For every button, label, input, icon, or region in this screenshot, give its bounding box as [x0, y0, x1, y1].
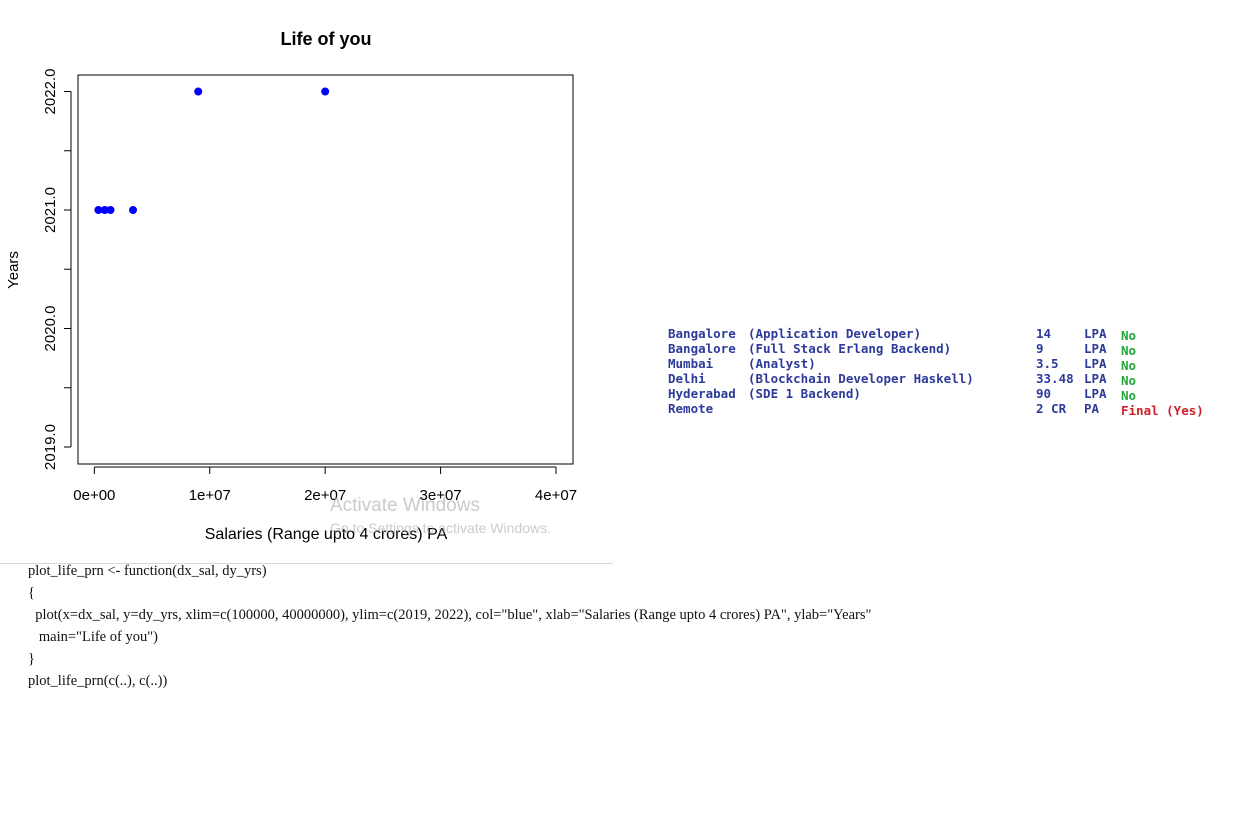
job-unit: LPA [1084, 386, 1107, 401]
code-line: plot_life_prn(c(..), c(..)) [28, 673, 168, 689]
code-line: plot_life_prn <- function(dx_sal, dy_yrs… [28, 563, 267, 579]
job-amount: 14 [1036, 326, 1052, 341]
plot-frame [77, 74, 574, 465]
job-role: (SDE 1 Backend) [748, 386, 861, 401]
y-tick-label: 2020.0 [42, 306, 59, 352]
data-point [321, 87, 330, 96]
job-status: Final (Yes) [1121, 403, 1204, 418]
job-city: Bangalore [668, 341, 736, 356]
data-point [194, 87, 203, 96]
x-axis-label: Salaries (Range upto 4 crores) PA [205, 526, 448, 543]
code-line: { [28, 585, 35, 601]
data-points [94, 87, 330, 214]
data-point [106, 206, 115, 214]
job-status: No [1121, 373, 1137, 388]
x-tick-label: 2e+07 [304, 487, 346, 504]
x-tick-label: 1e+07 [189, 487, 231, 504]
y-tick-label: 2019.0 [42, 424, 59, 470]
job-status: No [1121, 358, 1137, 373]
x-tick-label: 3e+07 [420, 487, 462, 504]
plot-divider [0, 563, 613, 564]
job-unit: PA [1084, 401, 1100, 416]
y-tick-label: 2022.0 [42, 69, 59, 115]
job-unit: LPA [1084, 371, 1107, 386]
activate-windows-title: Activate Windows [330, 495, 480, 516]
chart-title: Life of you [281, 29, 372, 49]
job-amount: 90 [1036, 386, 1052, 401]
job-status: No [1121, 343, 1137, 358]
job-unit: LPA [1084, 341, 1107, 356]
job-role: (Application Developer) [748, 326, 922, 341]
job-city: Hyderabad [668, 386, 736, 401]
x-tick-label: 0e+00 [73, 487, 115, 504]
code-line: } [28, 651, 35, 667]
code-line: main="Life of you") [28, 629, 158, 645]
x-tick-label: 4e+07 [535, 487, 577, 504]
job-amount: 2 CR [1036, 401, 1067, 416]
scatter-plot: Life of you 0e+00 1e+07 2e+07 3e+07 4e+07 20… [5, 29, 577, 543]
y-axis: 2019.0 2020.0 2021.0 2022.0 [42, 69, 72, 470]
x-axis: 0e+00 1e+07 2e+07 3e+07 4e+07 [73, 466, 577, 504]
data-point [129, 206, 138, 214]
job-amount: 33.48 [1036, 371, 1074, 386]
job-status: No [1121, 328, 1137, 343]
job-role: (Blockchain Developer Haskell) [748, 371, 974, 386]
r-code-block: plot_life_prn <- function(dx_sal, dy_yrs… [28, 560, 871, 692]
job-city: Remote [668, 401, 714, 416]
job-amount: 9 [1036, 341, 1044, 356]
job-unit: LPA [1084, 326, 1107, 341]
y-axis-label: Years [5, 251, 22, 289]
job-unit: LPA [1084, 356, 1107, 371]
activate-windows-subtitle: Go to Settings to activate Windows. [330, 520, 551, 536]
job-city: Bangalore [668, 326, 736, 341]
job-amount: 3.5 [1036, 356, 1059, 371]
job-city: Delhi [668, 371, 706, 386]
job-city: Mumbai [668, 356, 714, 371]
y-tick-label: 2021.0 [42, 187, 59, 233]
job-role: (Full Stack Erlang Backend) [748, 341, 952, 356]
job-role: (Analyst) [748, 356, 816, 371]
job-status: No [1121, 388, 1137, 403]
code-line: plot(x=dx_sal, y=dy_yrs, xlim=c(100000, … [28, 607, 872, 623]
